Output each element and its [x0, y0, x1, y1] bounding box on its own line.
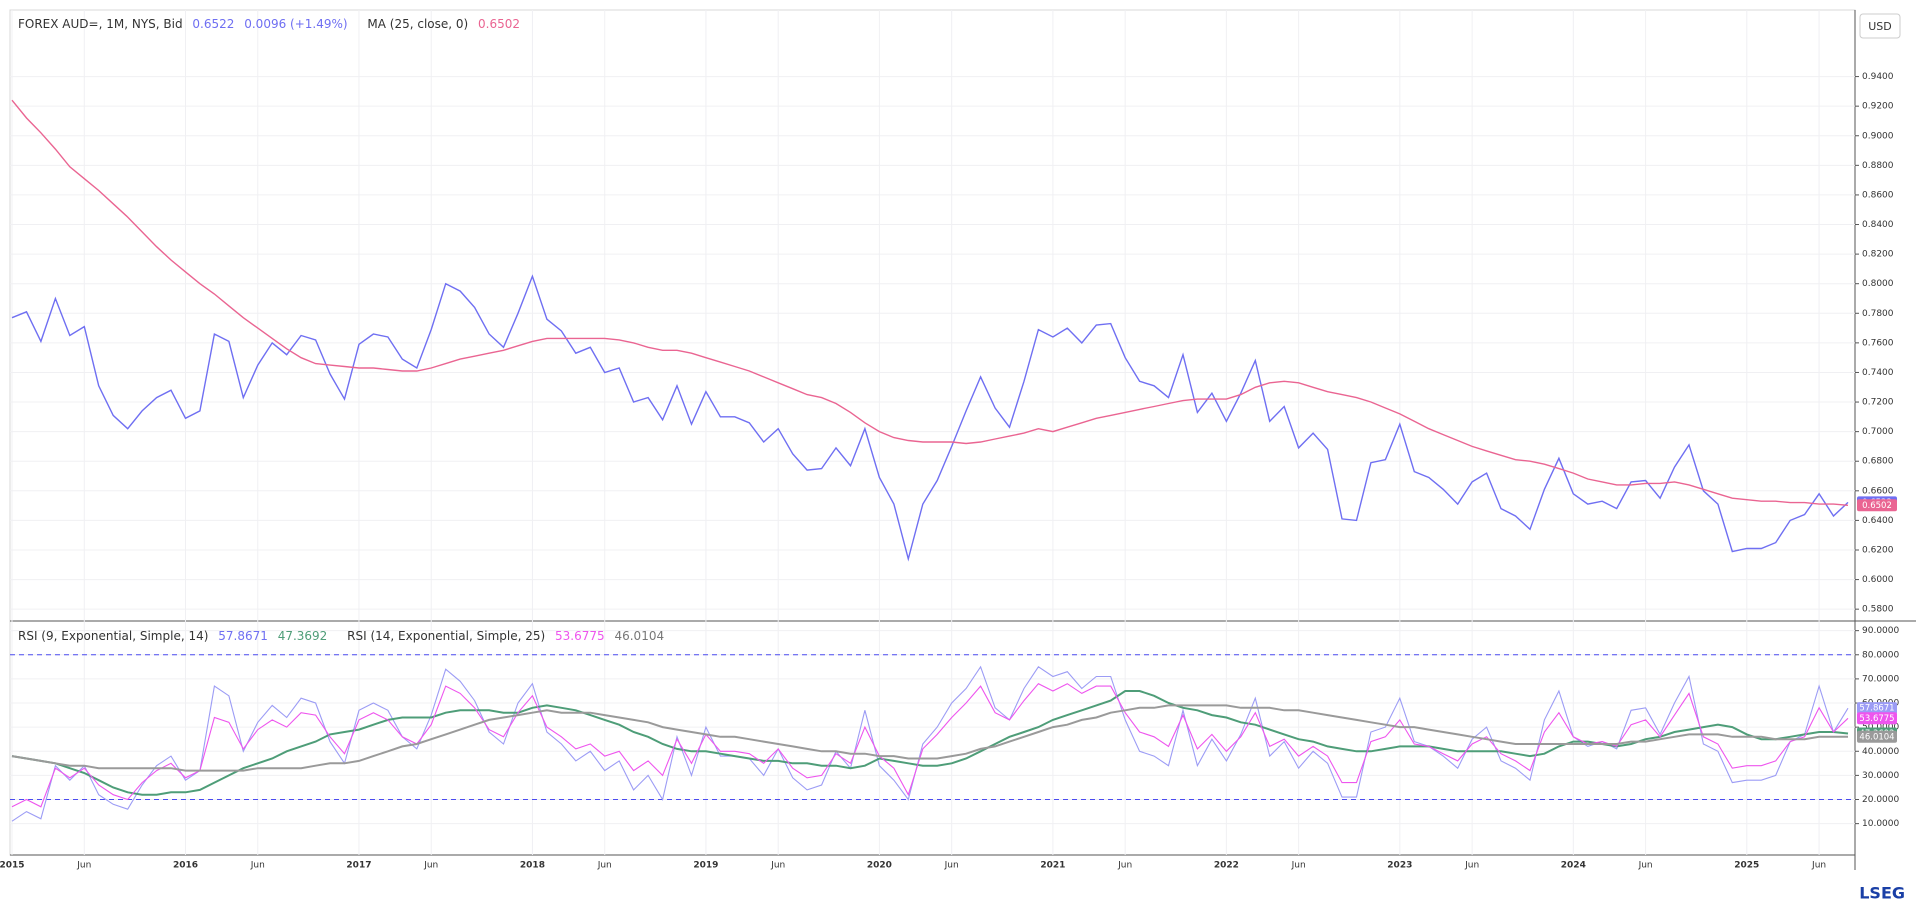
legend-name: RSI (14, Exponential, Simple, 25): [347, 629, 546, 643]
last-price: 0.6522: [192, 17, 235, 31]
x-tick-label: 2017: [346, 861, 371, 871]
y-tick-label: 0.8200: [1862, 250, 1894, 260]
y-tick-label: 30.0000: [1862, 771, 1899, 781]
price-change: 0.0096 (+1.49%): [244, 17, 348, 31]
last-value-label: 53.6775: [1859, 714, 1894, 724]
x-tick-label: 2015: [0, 861, 25, 871]
x-tick-label: Jun: [1464, 861, 1479, 871]
x-tick-label: Jun: [76, 861, 91, 871]
x-tick-label: Jun: [423, 861, 438, 871]
last-value-label: 0.6502: [1862, 501, 1892, 511]
y-tick-label: 0.5800: [1862, 605, 1894, 615]
x-tick-label: 2023: [1387, 861, 1412, 871]
y-tick-label: 0.8600: [1862, 190, 1894, 200]
currency-box: [1859, 13, 1901, 39]
y-tick-label: 0.8800: [1862, 161, 1894, 171]
x-tick-label: Jun: [1638, 861, 1653, 871]
x-tick-label: 2025: [1734, 861, 1759, 871]
legend-name: MA (25, close, 0): [367, 17, 469, 31]
y-tick-label: 0.6400: [1862, 516, 1894, 526]
last-value-label: 46.0104: [1859, 732, 1894, 742]
rsi-value: 57.8671: [218, 629, 268, 643]
legend-name: RSI (9, Exponential, Simple, 14): [18, 629, 209, 643]
y-tick-label: 90.0000: [1862, 626, 1899, 636]
legend-name: FOREX AUD=, 1M, NYS, Bid: [18, 17, 183, 31]
y-tick-label: 10.0000: [1862, 819, 1899, 829]
x-tick-label: Jun: [944, 861, 959, 871]
y-tick-label: 0.9400: [1862, 72, 1894, 82]
y-tick-label: 80.0000: [1862, 650, 1899, 660]
y-tick-label: 0.6600: [1862, 486, 1894, 496]
y-tick-label: 0.7600: [1862, 338, 1894, 348]
x-tick-label: 2022: [1214, 861, 1239, 871]
y-tick-label: 0.8400: [1862, 220, 1894, 230]
last-value-badge: [1857, 730, 1897, 743]
last-value-label: 57.8671: [1859, 704, 1894, 714]
x-tick-label: Jun: [597, 861, 612, 871]
last-value-badge: [1857, 702, 1897, 715]
x-tick-label: Jun: [1291, 861, 1306, 871]
y-tick-label: 40.0000: [1862, 747, 1899, 757]
y-tick-label: 0.7000: [1862, 427, 1894, 437]
rsi-ma-value: 46.0104: [614, 629, 665, 643]
series-line: [11, 99, 1849, 506]
y-tick-label: 0.6800: [1862, 457, 1894, 467]
y-tick-label: 0.7200: [1862, 398, 1894, 408]
x-tick-label: Jun: [770, 861, 785, 871]
x-tick-label: Jun: [1811, 861, 1826, 871]
currency: USD: [1868, 20, 1892, 33]
x-tick-label: Jun: [1117, 861, 1132, 871]
x-tick-label: 2024: [1561, 861, 1586, 871]
brand-logo: LSEG: [1859, 884, 1905, 903]
price-legend: FOREX AUD=, 1M, NYS, Bid 0.6522 0.0096 (…: [18, 17, 526, 31]
y-tick-label: 20.0000: [1862, 795, 1899, 805]
last-value-badge: [1857, 712, 1897, 725]
y-tick-label: 0.9200: [1862, 102, 1894, 112]
frame: [9, 9, 1856, 856]
y-tick-label: 70.0000: [1862, 674, 1899, 684]
y-tick-label: 0.8000: [1862, 279, 1894, 289]
y-tick-label: 0.6000: [1862, 575, 1894, 585]
x-tick-label: 2016: [173, 861, 198, 871]
series-line: [11, 704, 1848, 772]
series-line: [11, 274, 1849, 562]
rsi-legend: RSI (9, Exponential, Simple, 14) 57.8671…: [18, 629, 670, 643]
ma-value: 0.6502: [478, 17, 521, 31]
y-tick-label: 0.9000: [1862, 131, 1894, 141]
last-value-badge: [1857, 499, 1897, 512]
x-tick-label: Jun: [250, 861, 265, 871]
series-line: [11, 690, 1849, 796]
x-tick-label: 2020: [867, 861, 892, 871]
rsi-ma-value: 47.3692: [277, 629, 328, 643]
series-line: [11, 665, 1849, 822]
x-tick-label: 2018: [520, 861, 545, 871]
y-tick-label: 0.6200: [1862, 545, 1894, 555]
series-line: [11, 683, 1849, 808]
y-tick-label: 0.7800: [1862, 309, 1894, 319]
x-tick-label: 2019: [693, 861, 718, 871]
x-tick-label: 2021: [1040, 861, 1065, 871]
y-tick-label: 0.7400: [1862, 368, 1894, 378]
rsi-value: 53.6775: [555, 629, 605, 643]
